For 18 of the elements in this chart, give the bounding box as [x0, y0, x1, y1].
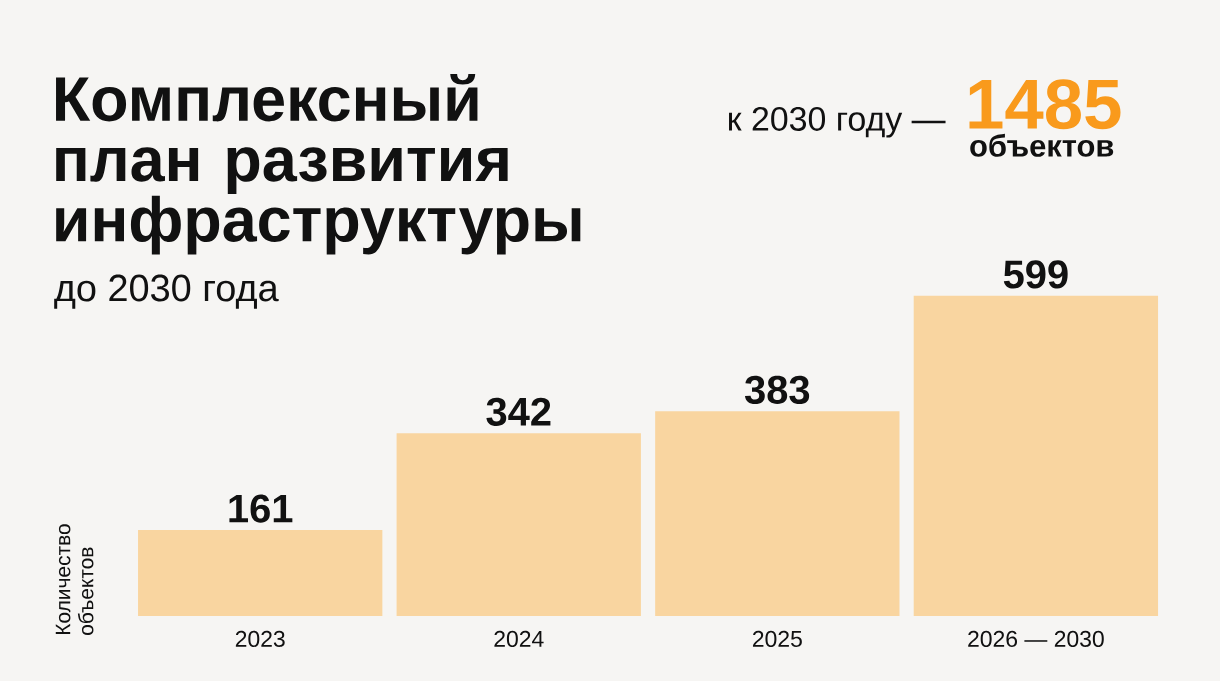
- text: объектов: [970, 133, 1114, 157]
- x-tick-label: 2026 — 2030: [968, 630, 1104, 648]
- bar: [138, 530, 383, 617]
- text: 1485: [969, 79, 1121, 130]
- data-label: 161: [229, 494, 293, 523]
- data-label: 383: [744, 375, 810, 405]
- bar: [913, 295, 1159, 617]
- chart-subtitle: до 2030 года: [54, 274, 279, 309]
- y-axis-title: Количество объектов: [55, 524, 94, 635]
- x-tick-label: 2024: [494, 630, 544, 648]
- data-label: 342: [486, 397, 551, 426]
- bar: [396, 433, 641, 617]
- x-tick-label: 2023: [235, 630, 285, 648]
- text: к 2030 году —: [729, 106, 946, 138]
- bar: [655, 411, 900, 617]
- data-label: 599: [1003, 260, 1068, 289]
- x-tick-label: 2025: [752, 630, 802, 648]
- chart-title: Комплексный план развития инфраструктуры: [56, 74, 581, 255]
